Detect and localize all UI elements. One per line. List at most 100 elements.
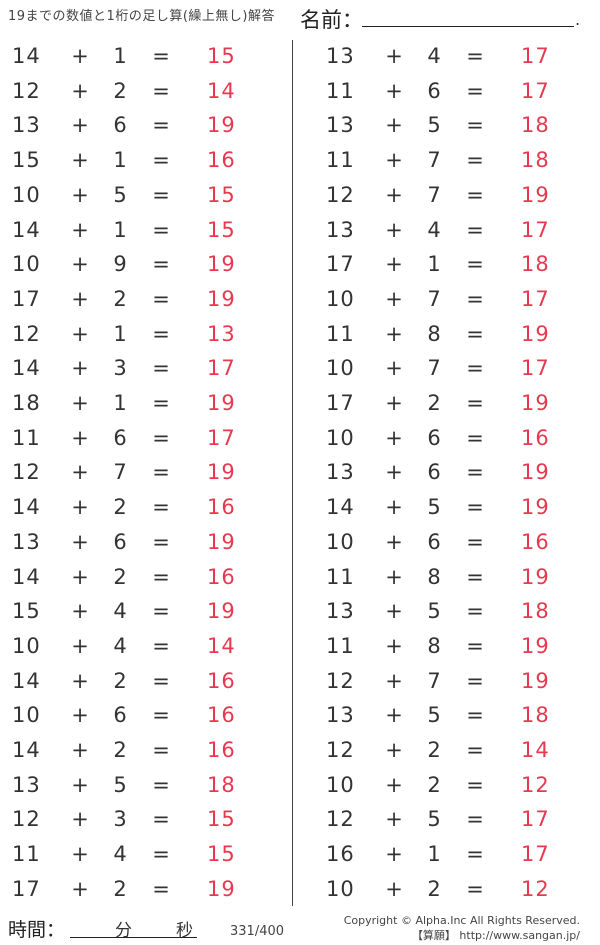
addend-a: 10 — [326, 529, 355, 554]
answer: 17 — [521, 842, 550, 867]
addend-a: 10 — [326, 876, 355, 901]
plus-sign: + — [71, 252, 89, 277]
equals-sign: = — [152, 842, 170, 867]
equals-sign: = — [466, 529, 484, 554]
equals-sign: = — [466, 599, 484, 624]
problem-row: 10 +2 = 12 — [326, 874, 586, 904]
plus-sign: + — [71, 356, 89, 381]
problem-row: 12 +2 = 14 — [12, 76, 272, 106]
problem-row: 13 +6 = 19 — [12, 110, 272, 140]
addend-b: 6 — [427, 460, 441, 485]
answer: 14 — [207, 633, 236, 658]
addend-a: 10 — [12, 633, 41, 658]
problem-row: 15 +1 = 16 — [12, 145, 272, 175]
addend-a: 13 — [326, 703, 355, 728]
addend-a: 17 — [12, 876, 41, 901]
plus-sign: + — [71, 321, 89, 346]
plus-sign: + — [385, 668, 403, 693]
answer: 16 — [521, 529, 550, 554]
column-divider — [292, 40, 293, 906]
problem-row: 14 +3 = 17 — [12, 353, 272, 383]
addend-b: 1 — [427, 842, 441, 867]
problem-row: 12 +5 = 17 — [326, 804, 586, 834]
answer: 16 — [521, 425, 550, 450]
answer: 15 — [207, 842, 236, 867]
equals-sign: = — [152, 44, 170, 68]
addend-a: 12 — [326, 738, 355, 762]
addend-a: 10 — [326, 425, 355, 450]
addend-a: 10 — [12, 703, 41, 728]
equals-sign: = — [152, 703, 170, 728]
equals-sign: = — [152, 391, 170, 415]
problem-row: 10 +4 = 14 — [12, 631, 272, 661]
equals-sign: = — [152, 599, 170, 624]
addend-a: 10 — [326, 356, 355, 381]
plus-sign: + — [71, 44, 89, 68]
answer: 19 — [207, 391, 236, 415]
problem-row: 13 +4 = 17 — [326, 215, 586, 245]
problem-row: 16 +1 = 17 — [326, 839, 586, 869]
addend-a: 11 — [326, 564, 355, 589]
problem-row: 13 +5 = 18 — [326, 700, 586, 730]
plus-sign: + — [71, 391, 89, 415]
answer: 16 — [207, 738, 236, 762]
addend-a: 12 — [12, 321, 41, 346]
answer: 18 — [521, 252, 550, 277]
addend-a: 17 — [12, 286, 41, 311]
problem-row: 10 +6 = 16 — [326, 527, 586, 557]
addend-a: 12 — [326, 668, 355, 693]
addend-b: 6 — [427, 78, 441, 103]
problem-row: 18 +1 = 19 — [12, 388, 272, 418]
problem-row: 10 +7 = 17 — [326, 284, 586, 314]
answer: 14 — [207, 78, 236, 103]
addend-b: 7 — [427, 286, 441, 311]
equals-sign: = — [152, 495, 170, 520]
seconds-label: 秒 — [176, 921, 193, 941]
problem-row: 11 +8 = 19 — [326, 562, 586, 592]
plus-sign: + — [71, 78, 89, 103]
answer: 19 — [521, 564, 550, 589]
addend-b: 5 — [113, 182, 127, 207]
addend-b: 6 — [113, 529, 127, 554]
answer: 19 — [207, 599, 236, 624]
addend-b: 1 — [113, 44, 127, 68]
addend-a: 10 — [12, 182, 41, 207]
plus-sign: + — [385, 772, 403, 797]
answer: 15 — [207, 44, 236, 68]
equals-sign: = — [152, 356, 170, 381]
addend-b: 7 — [113, 460, 127, 485]
addend-b: 6 — [113, 703, 127, 728]
addend-a: 11 — [326, 148, 355, 173]
problem-row: 14 +5 = 19 — [326, 492, 586, 522]
answer: 19 — [521, 460, 550, 485]
problem-row: 11 +8 = 19 — [326, 631, 586, 661]
answer: 19 — [207, 529, 236, 554]
problem-row: 14 +2 = 16 — [12, 666, 272, 696]
addend-b: 4 — [113, 842, 127, 867]
addend-b: 2 — [427, 738, 441, 762]
addend-b: 2 — [113, 495, 127, 520]
equals-sign: = — [152, 321, 170, 346]
addend-b: 2 — [427, 772, 441, 797]
addend-a: 14 — [12, 564, 41, 589]
answer: 18 — [521, 599, 550, 624]
problem-row: 10 +6 = 16 — [326, 423, 586, 453]
answer: 19 — [207, 876, 236, 901]
problem-row: 10 +2 = 12 — [326, 770, 586, 800]
addend-b: 6 — [427, 529, 441, 554]
time-label: 時間： — [8, 919, 66, 941]
plus-sign: + — [71, 217, 89, 242]
addend-b: 1 — [113, 148, 127, 173]
problem-row: 12 +7 = 19 — [326, 666, 586, 696]
addend-b: 7 — [427, 148, 441, 173]
plus-sign: + — [71, 807, 89, 832]
addend-a: 13 — [12, 772, 41, 797]
problem-row: 11 +8 = 19 — [326, 319, 586, 349]
answer: 19 — [521, 495, 550, 520]
addend-b: 8 — [427, 321, 441, 346]
problem-row: 17 +2 = 19 — [12, 284, 272, 314]
equals-sign: = — [466, 391, 484, 415]
answer: 18 — [521, 113, 550, 138]
addend-a: 18 — [12, 391, 41, 415]
plus-sign: + — [71, 876, 89, 901]
